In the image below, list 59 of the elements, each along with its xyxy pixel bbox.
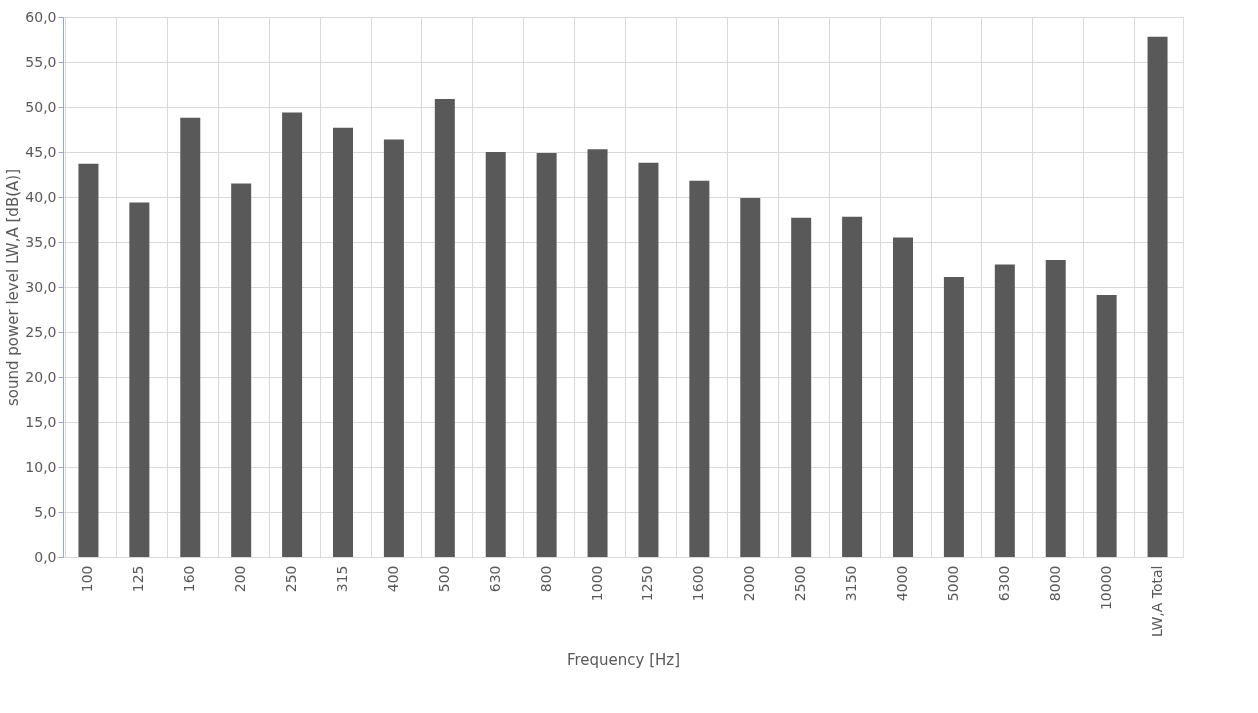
y-tick-label: 40,0 [25,188,57,205]
bar [740,197,761,557]
y-tick-label: 50,0 [25,98,57,115]
bar [78,163,99,557]
x-tick-label: 125 [130,565,147,593]
x-tick-label: 160 [181,565,198,593]
bar [994,264,1015,557]
x-tick-label: 100 [79,565,96,593]
x-tick-label: 1250 [639,565,656,602]
x-tick-label: 2500 [792,565,809,602]
x-tick-label: 8000 [1046,565,1063,602]
y-tick-label: 20,0 [25,368,57,385]
y-tick-label: 10,0 [25,458,57,475]
y-tick-label: 30,0 [25,278,57,295]
bar [1147,36,1168,557]
x-axis-title: Frequency [Hz] [566,651,681,670]
y-tick-label: 15,0 [25,413,57,430]
bar [180,117,201,557]
y-tick-label: 45,0 [25,143,57,160]
bar [536,152,557,557]
bar [842,216,863,557]
bar [434,98,455,557]
y-tick-label: 25,0 [25,323,57,340]
x-tick-label: 500 [435,565,452,593]
x-tick-label: 800 [537,565,554,593]
y-tick-label: 60,0 [25,8,57,25]
bar [943,277,964,557]
x-tick-label: 1000 [588,565,605,602]
y-tick-label: 55,0 [25,53,57,70]
x-tick-label: 6300 [995,565,1012,602]
bar [893,237,913,557]
x-tick-label: LW,A Total [1148,565,1165,638]
bar [485,152,506,557]
bar [791,217,812,557]
y-tick-label: 35,0 [25,233,57,250]
x-tick-label: 3150 [843,565,860,602]
x-tick-label: 200 [232,565,249,593]
x-tick-label: 1600 [690,565,707,602]
bar [689,180,710,557]
x-tick-label: 4000 [894,565,910,602]
x-tick-label: 630 [486,565,503,593]
y-tick-label: 0,0 [34,548,57,565]
bar [1045,260,1066,557]
y-tick-label: 5,0 [34,503,57,520]
x-tick-label: 400 [384,565,401,593]
bar [231,183,252,557]
x-tick-label: 10000 [1097,565,1114,611]
x-tick-label: 2000 [741,565,758,602]
bar [1096,295,1117,557]
bar [333,127,353,557]
x-tick-label: 250 [283,565,300,593]
x-tick-label: 315 [334,565,350,593]
bar [383,139,404,557]
bar [129,202,150,557]
bar [638,162,659,557]
bar [587,149,608,557]
x-tick-label: 5000 [944,565,961,602]
y-axis-title: sound power level LW,A [dB(A)] [4,169,23,406]
bar [282,112,303,557]
